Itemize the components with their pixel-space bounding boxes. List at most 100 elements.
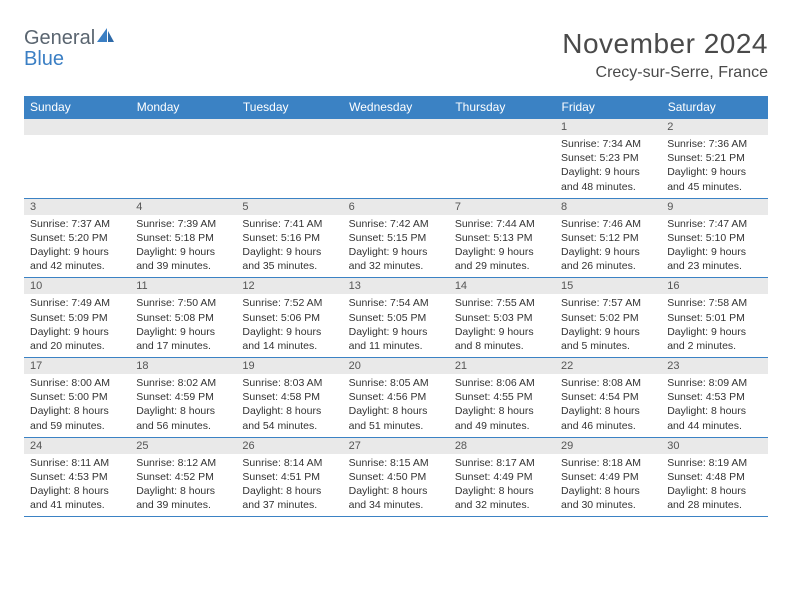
daylight1-text: Daylight: 9 hours (455, 325, 549, 339)
day-cell: 1Sunrise: 7:34 AMSunset: 5:23 PMDaylight… (555, 119, 661, 199)
daylight2-text: and 8 minutes. (455, 339, 549, 353)
day-details (236, 135, 342, 197)
day-number (130, 119, 236, 135)
day-number: 27 (343, 438, 449, 454)
daylight1-text: Daylight: 9 hours (136, 245, 230, 259)
day-cell (130, 119, 236, 199)
day-cell: 22Sunrise: 8:08 AMSunset: 4:54 PMDayligh… (555, 358, 661, 438)
day-number: 9 (661, 199, 767, 215)
day-cell: 11Sunrise: 7:50 AMSunset: 5:08 PMDayligh… (130, 278, 236, 358)
sunset-text: Sunset: 5:03 PM (455, 311, 549, 325)
sunrise-text: Sunrise: 8:03 AM (242, 376, 336, 390)
day-cell: 28Sunrise: 8:17 AMSunset: 4:49 PMDayligh… (449, 437, 555, 517)
sunrise-text: Sunrise: 7:37 AM (30, 217, 124, 231)
day-cell: 8Sunrise: 7:46 AMSunset: 5:12 PMDaylight… (555, 198, 661, 278)
daylight2-text: and 59 minutes. (30, 419, 124, 433)
day-number: 1 (555, 119, 661, 135)
week-row: 24Sunrise: 8:11 AMSunset: 4:53 PMDayligh… (24, 437, 768, 517)
day-number: 8 (555, 199, 661, 215)
day-details: Sunrise: 7:57 AMSunset: 5:02 PMDaylight:… (555, 294, 661, 357)
day-details: Sunrise: 7:47 AMSunset: 5:10 PMDaylight:… (661, 215, 767, 278)
daylight1-text: Daylight: 9 hours (667, 165, 761, 179)
day-details: Sunrise: 8:02 AMSunset: 4:59 PMDaylight:… (130, 374, 236, 437)
day-cell: 4Sunrise: 7:39 AMSunset: 5:18 PMDaylight… (130, 198, 236, 278)
day-number: 26 (236, 438, 342, 454)
sunset-text: Sunset: 5:21 PM (667, 151, 761, 165)
sunset-text: Sunset: 4:54 PM (561, 390, 655, 404)
sunset-text: Sunset: 4:55 PM (455, 390, 549, 404)
day-cell: 17Sunrise: 8:00 AMSunset: 5:00 PMDayligh… (24, 358, 130, 438)
day-header: Wednesday (343, 96, 449, 119)
day-details: Sunrise: 7:50 AMSunset: 5:08 PMDaylight:… (130, 294, 236, 357)
sunrise-text: Sunrise: 8:06 AM (455, 376, 549, 390)
daylight2-text: and 44 minutes. (667, 419, 761, 433)
sunset-text: Sunset: 4:53 PM (667, 390, 761, 404)
sunset-text: Sunset: 4:49 PM (455, 470, 549, 484)
day-number: 15 (555, 278, 661, 294)
sunrise-text: Sunrise: 7:41 AM (242, 217, 336, 231)
daylight1-text: Daylight: 8 hours (667, 404, 761, 418)
sunrise-text: Sunrise: 8:18 AM (561, 456, 655, 470)
logo-word-general: General (24, 27, 95, 49)
day-details: Sunrise: 8:18 AMSunset: 4:49 PMDaylight:… (555, 454, 661, 517)
daylight2-text: and 35 minutes. (242, 259, 336, 273)
sunrise-text: Sunrise: 7:55 AM (455, 296, 549, 310)
day-header: Thursday (449, 96, 555, 119)
calendar-page: General Blue November 2024 Crecy-sur-Ser… (0, 0, 792, 535)
sunset-text: Sunset: 5:01 PM (667, 311, 761, 325)
sunset-text: Sunset: 4:58 PM (242, 390, 336, 404)
day-cell: 7Sunrise: 7:44 AMSunset: 5:13 PMDaylight… (449, 198, 555, 278)
sunset-text: Sunset: 4:50 PM (349, 470, 443, 484)
daylight1-text: Daylight: 9 hours (136, 325, 230, 339)
day-details: Sunrise: 7:58 AMSunset: 5:01 PMDaylight:… (661, 294, 767, 357)
daylight2-text: and 17 minutes. (136, 339, 230, 353)
day-details: Sunrise: 8:03 AMSunset: 4:58 PMDaylight:… (236, 374, 342, 437)
day-details: Sunrise: 7:34 AMSunset: 5:23 PMDaylight:… (555, 135, 661, 198)
day-cell: 30Sunrise: 8:19 AMSunset: 4:48 PMDayligh… (661, 437, 767, 517)
day-details: Sunrise: 7:42 AMSunset: 5:15 PMDaylight:… (343, 215, 449, 278)
day-number: 2 (661, 119, 767, 135)
daylight1-text: Daylight: 8 hours (349, 484, 443, 498)
daylight1-text: Daylight: 8 hours (349, 404, 443, 418)
daylight1-text: Daylight: 8 hours (242, 404, 336, 418)
day-details: Sunrise: 8:19 AMSunset: 4:48 PMDaylight:… (661, 454, 767, 517)
day-details: Sunrise: 7:37 AMSunset: 5:20 PMDaylight:… (24, 215, 130, 278)
day-details (449, 135, 555, 197)
daylight1-text: Daylight: 8 hours (30, 484, 124, 498)
daylight2-text: and 41 minutes. (30, 498, 124, 512)
day-details: Sunrise: 8:17 AMSunset: 4:49 PMDaylight:… (449, 454, 555, 517)
day-number: 30 (661, 438, 767, 454)
sunset-text: Sunset: 4:52 PM (136, 470, 230, 484)
sunrise-text: Sunrise: 7:57 AM (561, 296, 655, 310)
daylight1-text: Daylight: 9 hours (30, 325, 124, 339)
day-number (449, 119, 555, 135)
sunset-text: Sunset: 5:16 PM (242, 231, 336, 245)
day-cell: 26Sunrise: 8:14 AMSunset: 4:51 PMDayligh… (236, 437, 342, 517)
title-month: November 2024 (562, 28, 768, 60)
daylight2-text: and 37 minutes. (242, 498, 336, 512)
day-cell: 29Sunrise: 8:18 AMSunset: 4:49 PMDayligh… (555, 437, 661, 517)
sunrise-text: Sunrise: 7:49 AM (30, 296, 124, 310)
day-cell: 6Sunrise: 7:42 AMSunset: 5:15 PMDaylight… (343, 198, 449, 278)
day-details: Sunrise: 8:14 AMSunset: 4:51 PMDaylight:… (236, 454, 342, 517)
day-cell: 20Sunrise: 8:05 AMSunset: 4:56 PMDayligh… (343, 358, 449, 438)
daylight2-text: and 54 minutes. (242, 419, 336, 433)
day-number (343, 119, 449, 135)
daylight1-text: Daylight: 8 hours (136, 484, 230, 498)
daylight2-text: and 46 minutes. (561, 419, 655, 433)
daylight2-text: and 34 minutes. (349, 498, 443, 512)
day-details: Sunrise: 7:55 AMSunset: 5:03 PMDaylight:… (449, 294, 555, 357)
sunset-text: Sunset: 5:08 PM (136, 311, 230, 325)
daylight2-text: and 49 minutes. (455, 419, 549, 433)
day-cell: 27Sunrise: 8:15 AMSunset: 4:50 PMDayligh… (343, 437, 449, 517)
sunrise-text: Sunrise: 7:34 AM (561, 137, 655, 151)
sunrise-text: Sunrise: 7:46 AM (561, 217, 655, 231)
day-details: Sunrise: 8:12 AMSunset: 4:52 PMDaylight:… (130, 454, 236, 517)
day-cell: 16Sunrise: 7:58 AMSunset: 5:01 PMDayligh… (661, 278, 767, 358)
daylight1-text: Daylight: 8 hours (136, 404, 230, 418)
daylight1-text: Daylight: 9 hours (561, 325, 655, 339)
daylight1-text: Daylight: 8 hours (30, 404, 124, 418)
day-details: Sunrise: 8:08 AMSunset: 4:54 PMDaylight:… (555, 374, 661, 437)
sunrise-text: Sunrise: 7:42 AM (349, 217, 443, 231)
daylight2-text: and 2 minutes. (667, 339, 761, 353)
